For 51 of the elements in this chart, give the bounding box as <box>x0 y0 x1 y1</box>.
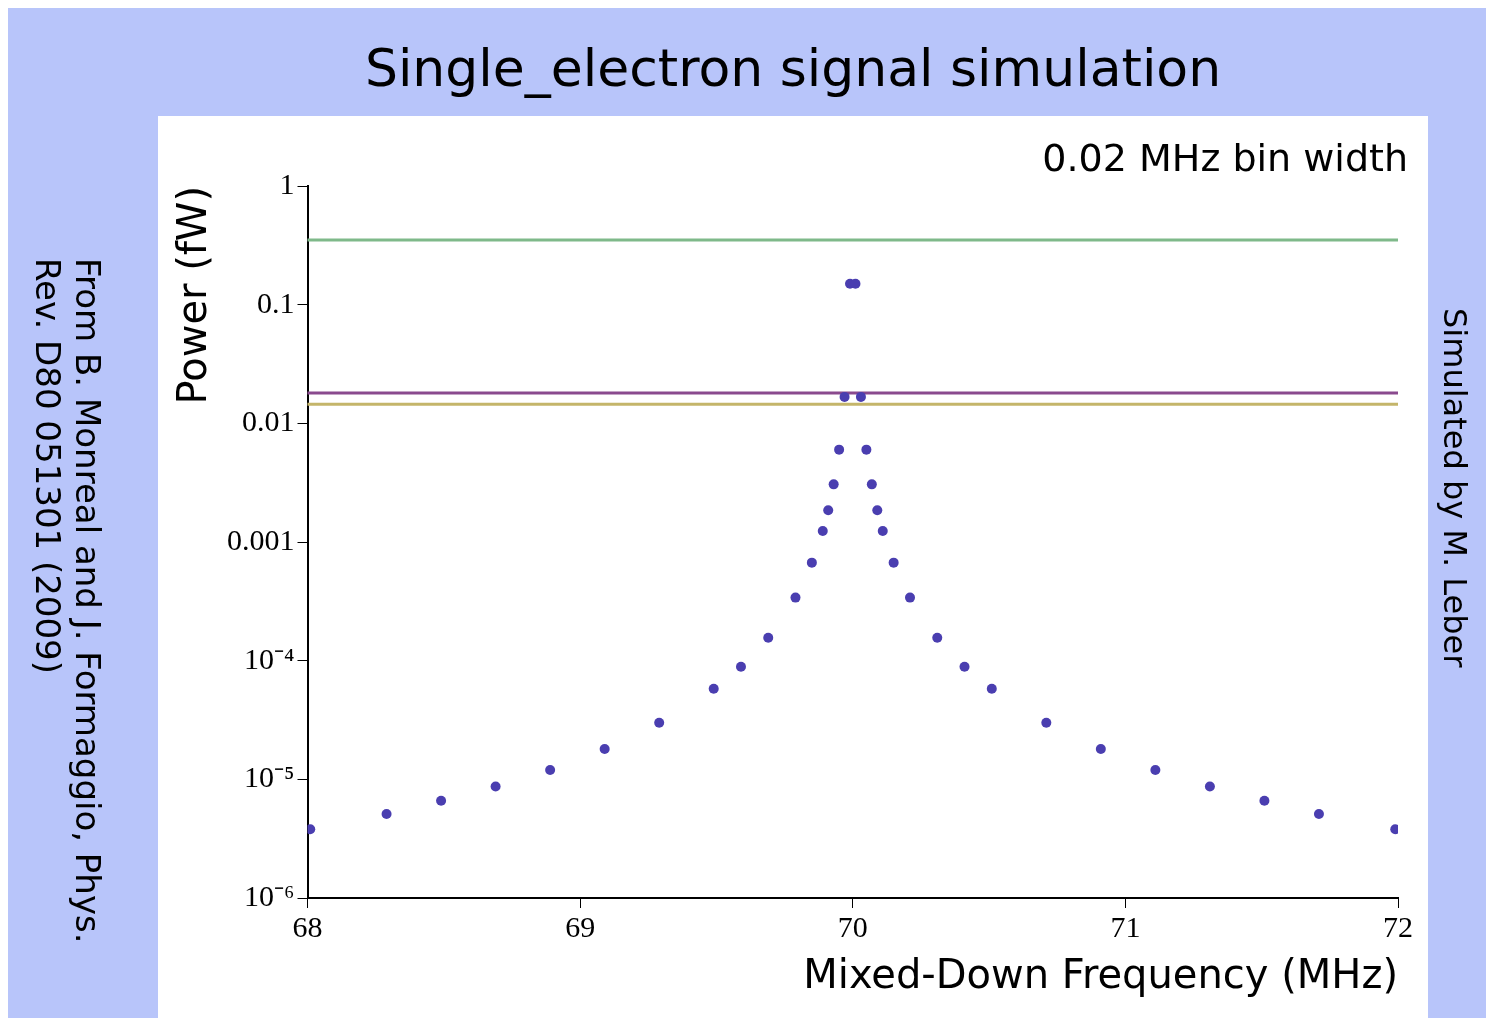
point <box>861 444 872 455</box>
point <box>545 764 556 775</box>
point <box>381 809 392 820</box>
point <box>855 391 866 402</box>
point <box>834 444 845 455</box>
point <box>599 744 610 755</box>
point <box>986 683 997 694</box>
point <box>888 557 899 568</box>
y-tick-label: 0.01 <box>242 404 295 438</box>
x-tick-label: 71 <box>1110 909 1141 943</box>
point <box>436 795 447 806</box>
point <box>1095 744 1106 755</box>
point <box>1150 764 1161 775</box>
point <box>763 632 774 643</box>
point <box>708 683 719 694</box>
text: 0.02 MHz bin width <box>1042 136 1408 180</box>
text: From B. Monreal and J. Formaggio, Phys. Rev. D80 051301 (2009) <box>28 258 108 946</box>
point <box>823 505 834 516</box>
point <box>839 391 850 402</box>
point <box>735 661 746 672</box>
point <box>1259 795 1270 806</box>
point <box>654 717 665 728</box>
y-tick-label: 0.1 <box>257 285 295 319</box>
point <box>872 505 883 516</box>
point <box>1204 781 1215 792</box>
y-axis-title: Power (fW) <box>169 186 216 405</box>
y-tick-label: 10⁻⁴ <box>244 641 295 675</box>
point <box>1313 809 1324 820</box>
point <box>817 525 828 536</box>
point <box>866 479 877 490</box>
x-tick-label: 70 <box>837 909 868 943</box>
y-tick-label: 1 <box>279 166 295 200</box>
x-tick-label: 68 <box>292 909 323 943</box>
point <box>932 632 943 643</box>
x-axis-title: Mixed-Down Frequency (MHz) <box>803 951 1398 998</box>
x-tick-label: 69 <box>565 909 596 943</box>
point <box>877 525 888 536</box>
x-tick-label: 72 <box>1383 909 1413 943</box>
point <box>959 661 970 672</box>
chart-title: Single_electron signal simulation <box>363 38 1223 98</box>
point <box>806 557 817 568</box>
point <box>307 824 316 835</box>
y-tick-label: 10⁻⁵ <box>244 760 295 794</box>
point <box>1041 717 1052 728</box>
point <box>790 592 801 603</box>
point <box>828 479 839 490</box>
y-tick-label: 0.001 <box>227 522 295 556</box>
text: Simulated by M. Leber <box>1436 308 1474 668</box>
y-tick-label: 10⁻⁶ <box>244 878 295 912</box>
point <box>490 781 501 792</box>
point <box>905 592 915 603</box>
